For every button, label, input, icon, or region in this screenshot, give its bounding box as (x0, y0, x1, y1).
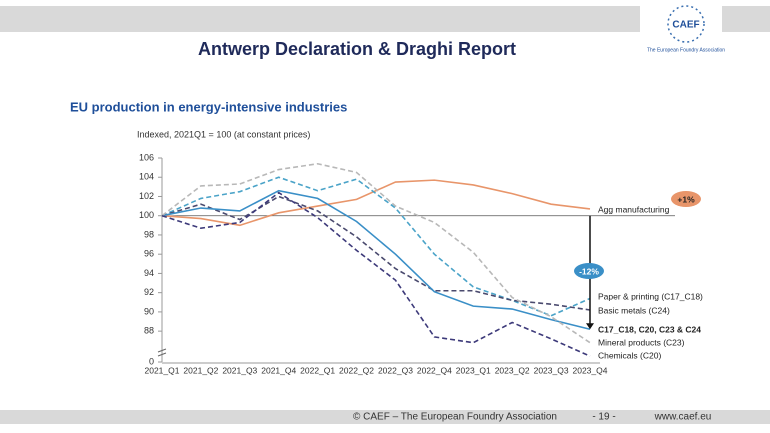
series-line (161, 189, 591, 330)
x-tick-label: 2022_Q4 (417, 365, 452, 375)
legend-label: Mineral products (C23) (598, 337, 685, 347)
legend-label: Basic metals (C24) (598, 305, 670, 315)
legend-label: Paper & printing (C17_C18) (598, 291, 703, 301)
series-line (161, 179, 591, 227)
series-line (161, 191, 591, 357)
x-tick-label: 2022_Q1 (300, 365, 335, 375)
logo-name: CAEF (672, 20, 699, 31)
series-line (161, 176, 591, 317)
y-tick-label: 106 (139, 152, 154, 162)
legend-label: Chemicals (C20) (598, 350, 661, 360)
y-tick-label: 92 (144, 287, 154, 297)
y-tick-label: 96 (144, 249, 154, 259)
series-line (161, 195, 591, 311)
x-tick-label: 2022_Q3 (378, 365, 413, 375)
x-tick-label: 2021_Q3 (222, 365, 257, 375)
y-tick-label: 0 (149, 356, 154, 366)
axis-break (157, 348, 167, 357)
arrow-head (586, 323, 594, 330)
logo: CAEF The European Foundry Association (647, 5, 725, 53)
x-tick-label: 2021_Q1 (145, 365, 180, 375)
annotation-badge (574, 263, 604, 279)
logo-stars (667, 5, 705, 43)
x-tick-label: 2023_Q3 (534, 365, 569, 375)
x-tick-label: 2023_Q1 (456, 365, 491, 375)
x-tick-label: 2021_Q2 (183, 365, 218, 375)
x-tick-label: 2021_Q4 (261, 365, 296, 375)
y-tick-label: 98 (144, 229, 154, 239)
annotation-text: +1% (677, 194, 695, 204)
footer-url: www.caef.eu (654, 412, 712, 423)
y-tick-label: 94 (144, 268, 154, 278)
x-tick-label: 2022_Q2 (339, 365, 374, 375)
header-bar (0, 6, 640, 32)
x-tick-label: 2023_Q4 (573, 365, 608, 375)
y-tick-label: 104 (139, 172, 154, 182)
annotation-badge (671, 191, 701, 207)
y-tick-label: 100 (139, 210, 154, 220)
slide-title: Antwerp Declaration & Draghi Report (198, 39, 516, 59)
header-bar-right (722, 6, 770, 32)
legend-label: Agg manufacturing (598, 204, 670, 214)
logo-tagline: The European Foundry Association (647, 47, 725, 53)
series-line (161, 162, 591, 344)
footer-copyright: © CAEF – The European Foundry Associatio… (353, 412, 557, 423)
chart-subtitle: Indexed, 2021Q1 = 100 (at constant price… (137, 129, 310, 139)
y-tick-label: 90 (144, 306, 154, 316)
annotation-text: -12% (579, 266, 599, 276)
footer-page: - 19 - (592, 412, 615, 423)
y-tick-label: 88 (144, 326, 154, 336)
y-tick-label: 102 (139, 191, 154, 201)
footer-bar (0, 410, 770, 424)
x-tick-label: 2023_Q2 (495, 365, 530, 375)
chart-title: EU production in energy-intensive indust… (70, 99, 347, 114)
legend-label: C17_C18, C20, C23 & C24 (598, 324, 701, 334)
